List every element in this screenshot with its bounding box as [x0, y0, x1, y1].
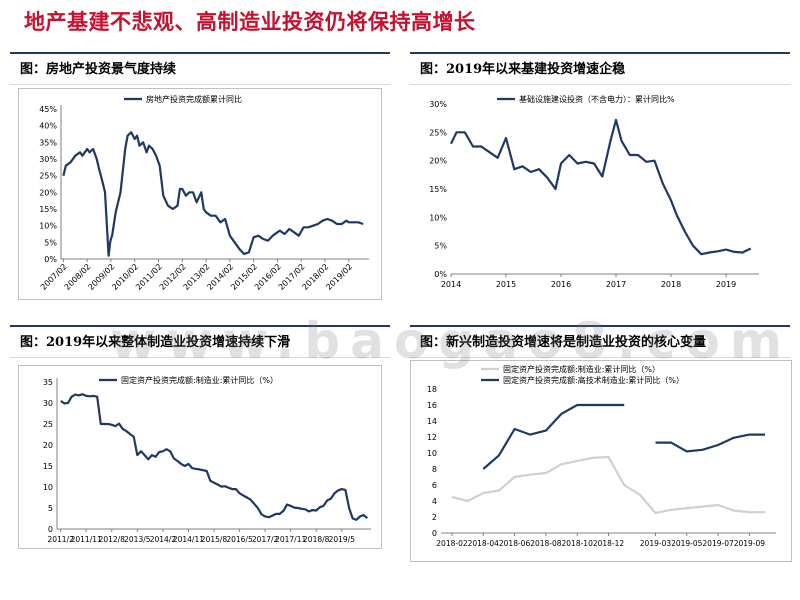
chart-panel-3: 0 5 10 15 20 25 30 35 2011/2 2011/11 2012/8 2013/5 2…: [18, 365, 382, 549]
y-tick-label: 16: [427, 401, 437, 410]
y-tick-label: 30%: [39, 155, 57, 164]
x-tick-label: 2014/2: [150, 535, 177, 544]
x-tick-label: 2019/5: [329, 535, 356, 544]
y-tick-label: 35%: [39, 138, 57, 147]
y-tick-label: 8: [432, 465, 437, 474]
x-tick-label: 2012/8: [99, 535, 126, 544]
x-tick-label: 2018-08: [530, 539, 562, 548]
x-tick-label: 2016/5: [226, 535, 253, 544]
y-tick-label: 14: [427, 417, 437, 426]
x-tick-label: 2017/2: [252, 535, 279, 544]
x-tick-label: 2019-05: [671, 539, 703, 548]
x-tick-label: 2019/02: [324, 262, 354, 292]
x-tick-label: 2016: [551, 280, 571, 289]
x-tick-label: 2011/2: [47, 535, 74, 544]
y-tick-label: 25%: [39, 172, 57, 181]
y-tick-label: 0: [432, 529, 437, 538]
x-tick-label: 2017/11: [275, 535, 306, 544]
series-line: [60, 393, 369, 521]
y-tick-label: 0%: [44, 255, 57, 264]
x-tick-label: 2018-04: [468, 539, 500, 548]
y-tick-label: 25: [43, 420, 53, 429]
y-tick-label: 10%: [39, 222, 57, 231]
x-tick-label: 2019-03: [640, 539, 672, 548]
legend-label: 基础设施建设投资（不含电力）：累计同比%: [519, 94, 675, 104]
x-tick-label: 2014/11: [173, 535, 204, 544]
x-tick-label: 2019: [716, 280, 736, 289]
y-tick-label: 30%: [429, 100, 447, 109]
panel-title: 图：2019年以来基建投资增速企稳: [420, 62, 626, 77]
chart-panel-2: 0% 5% 10% 15% 20% 25% 30% 2014 2015 2016 2017 2018 2…: [418, 88, 782, 300]
y-tick-label: 0%: [434, 270, 447, 279]
series-line: [62, 131, 364, 257]
y-tick-label: 20: [43, 441, 53, 450]
y-tick-label: 2: [432, 513, 437, 522]
panel-title: 图：2019年以来整体制造业投资增速持续下滑: [20, 335, 291, 350]
x-tick-label: 2018-12: [593, 539, 625, 548]
y-tick-label: 10%: [429, 213, 447, 222]
y-tick-label: 0: [48, 525, 53, 534]
chart-infrastructure-investment: 0% 5% 10% 15% 20% 25% 30% 2014 2015 2016 2017 2018 2…: [429, 94, 759, 289]
chart-panel-4: 0 2 4 6 8 10 12 14 16 18 2018-02 2018-04 2018-06 2018…: [410, 360, 792, 562]
panel-title: 图：新兴制造投资增速将是制造业投资的核心变量: [420, 335, 707, 350]
x-tick-label: 2018-02: [436, 539, 468, 548]
y-tick-label: 25%: [429, 128, 447, 137]
panel-header-3: 图：2019年以来整体制造业投资增速持续下滑: [10, 325, 390, 358]
y-tick-label: 6: [432, 481, 437, 490]
x-tick-label: 2014: [441, 280, 461, 289]
series-line: [450, 118, 752, 256]
panel-header-4: 图：新兴制造投资增速将是制造业投资的核心变量: [410, 325, 790, 358]
y-tick-label: 5%: [44, 238, 57, 247]
panel-header-1: 图：房地产投资景气度持续: [10, 52, 390, 85]
chart-panel-1: 0% 5% 10% 15% 20% 25% 30% 35% 40% 45% 2007/02 2008/…: [18, 88, 382, 300]
x-tick-label: 2019-07: [702, 539, 734, 548]
x-tick-label: 2017: [606, 280, 626, 289]
chart-real-estate-investment: 0%5%10%15%20%25%30%35%40%45%2007/022008/…: [39, 94, 369, 292]
y-tick-label: 15%: [39, 205, 57, 214]
y-tick-label: 10: [427, 449, 437, 458]
y-tick-label: 5%: [434, 242, 447, 251]
y-tick-label: 18: [427, 385, 437, 394]
panel-title: 图：房地产投资景气度持续: [20, 62, 177, 77]
x-tick-label: 2013/5: [124, 535, 151, 544]
legend-label: 固定资产投资完成额:制造业:累计同比（%）: [503, 364, 660, 374]
x-tick-label: 2018/8: [303, 535, 330, 544]
y-tick-label: 35: [43, 378, 53, 387]
y-tick-label: 45%: [39, 105, 57, 114]
y-tick-label: 4: [432, 497, 437, 506]
x-tick-label: 2018: [661, 280, 681, 289]
y-tick-label: 20%: [429, 157, 447, 166]
x-tick-label: 2011/11: [71, 535, 102, 544]
slide-title: 地产基建不悲观、高制造业投资仍将保持高增长: [24, 10, 476, 34]
y-tick-label: 5: [48, 504, 53, 513]
y-tick-label: 20%: [39, 188, 57, 197]
x-tick-label: 2018-10: [562, 539, 594, 548]
legend-label: 固定资产投资完成额:高技术制造业:累计同比（%）: [503, 375, 684, 385]
y-tick-label: 15: [43, 462, 53, 471]
y-tick-label: 12: [427, 433, 437, 442]
y-tick-label: 30: [43, 399, 53, 408]
series-line: [451, 455, 765, 515]
y-tick-label: 40%: [39, 122, 57, 131]
x-tick-label: 2015: [496, 280, 516, 289]
series-line: [482, 403, 765, 470]
y-tick-label: 10: [43, 483, 53, 492]
legend-label: 固定资产投资完成额:制造业:累计同比（%）: [121, 375, 278, 385]
y-tick-label: 15%: [429, 185, 447, 194]
x-tick-label: 2019-09: [734, 539, 766, 548]
legend-label: 房地产投资完成额累计同比: [146, 94, 242, 104]
panel-header-2: 图：2019年以来基建投资增速企稳: [410, 52, 790, 85]
x-tick-label: 2015/8: [201, 535, 228, 544]
x-tick-label: 2018-06: [499, 539, 531, 548]
